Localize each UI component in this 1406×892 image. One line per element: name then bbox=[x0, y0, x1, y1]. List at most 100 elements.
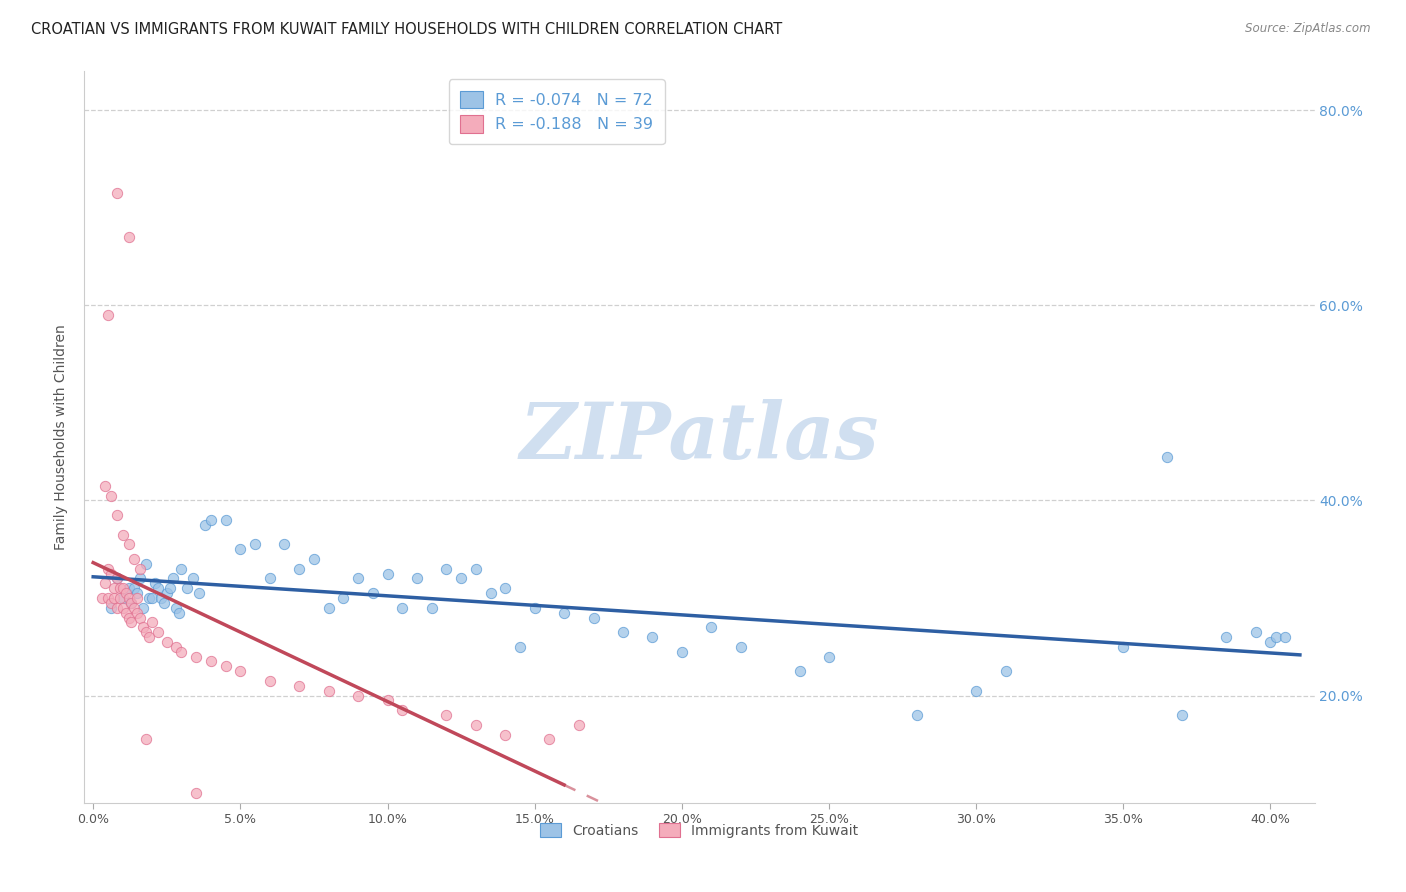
Point bbox=[135, 625, 157, 640]
Point bbox=[538, 732, 561, 747]
Point bbox=[641, 630, 664, 644]
Point bbox=[259, 572, 281, 586]
Text: Source: ZipAtlas.com: Source: ZipAtlas.com bbox=[1246, 22, 1371, 36]
Point bbox=[494, 581, 516, 595]
Point bbox=[141, 615, 163, 630]
Point bbox=[132, 600, 155, 615]
Point bbox=[129, 610, 152, 624]
Point bbox=[170, 562, 193, 576]
Point bbox=[105, 572, 128, 586]
Point bbox=[965, 683, 987, 698]
Point bbox=[1265, 630, 1288, 644]
Point bbox=[124, 600, 146, 615]
Point bbox=[181, 572, 204, 586]
Point bbox=[129, 572, 152, 586]
Point bbox=[377, 566, 399, 581]
Point bbox=[1156, 450, 1178, 464]
Point bbox=[1112, 640, 1135, 654]
Point bbox=[434, 708, 457, 723]
Point bbox=[127, 591, 149, 605]
Point bbox=[1171, 708, 1194, 723]
Point bbox=[124, 581, 146, 595]
Point bbox=[789, 664, 811, 678]
Point bbox=[94, 576, 117, 591]
Point bbox=[156, 635, 179, 649]
Point bbox=[146, 581, 169, 595]
Point bbox=[120, 596, 142, 610]
Point bbox=[259, 673, 281, 688]
Point bbox=[143, 576, 166, 591]
Legend: Croatians, Immigrants from Kuwait: Croatians, Immigrants from Kuwait bbox=[534, 817, 865, 844]
Point bbox=[127, 606, 149, 620]
Point bbox=[114, 606, 136, 620]
Point bbox=[117, 581, 139, 595]
Point bbox=[105, 186, 128, 201]
Point bbox=[132, 620, 155, 634]
Point bbox=[318, 600, 340, 615]
Point bbox=[194, 517, 217, 532]
Point bbox=[135, 557, 157, 571]
Point bbox=[434, 562, 457, 576]
Point bbox=[730, 640, 752, 654]
Point bbox=[176, 581, 198, 595]
Point bbox=[111, 600, 134, 615]
Point bbox=[347, 689, 370, 703]
Point bbox=[523, 600, 546, 615]
Y-axis label: Family Households with Children: Family Households with Children bbox=[55, 324, 69, 550]
Point bbox=[149, 591, 172, 605]
Text: CROATIAN VS IMMIGRANTS FROM KUWAIT FAMILY HOUSEHOLDS WITH CHILDREN CORRELATION C: CROATIAN VS IMMIGRANTS FROM KUWAIT FAMIL… bbox=[31, 22, 782, 37]
Point bbox=[105, 600, 128, 615]
Point bbox=[167, 606, 190, 620]
Point bbox=[162, 572, 184, 586]
Point bbox=[159, 581, 181, 595]
Point bbox=[229, 542, 252, 557]
Point bbox=[288, 562, 311, 576]
Point bbox=[186, 786, 208, 800]
Point bbox=[582, 610, 605, 624]
Point bbox=[103, 581, 125, 595]
Point bbox=[141, 591, 163, 605]
Point bbox=[156, 586, 179, 600]
Point bbox=[94, 479, 117, 493]
Point bbox=[111, 591, 134, 605]
Point bbox=[111, 527, 134, 541]
Point bbox=[97, 591, 120, 605]
Point bbox=[153, 596, 176, 610]
Point bbox=[700, 620, 723, 634]
Point bbox=[1274, 630, 1296, 644]
Point bbox=[464, 562, 486, 576]
Point bbox=[111, 581, 134, 595]
Point bbox=[165, 600, 187, 615]
Point bbox=[135, 732, 157, 747]
Point bbox=[229, 664, 252, 678]
Point bbox=[105, 508, 128, 522]
Point bbox=[124, 552, 146, 566]
Text: ZIPatlas: ZIPatlas bbox=[520, 399, 879, 475]
Point bbox=[214, 513, 236, 527]
Point bbox=[318, 683, 340, 698]
Point bbox=[200, 654, 222, 668]
Point bbox=[100, 489, 122, 503]
Point bbox=[188, 586, 211, 600]
Point bbox=[612, 625, 634, 640]
Point bbox=[117, 610, 139, 624]
Point bbox=[114, 586, 136, 600]
Point bbox=[568, 718, 591, 732]
Point bbox=[165, 640, 187, 654]
Point bbox=[347, 572, 370, 586]
Point bbox=[146, 625, 169, 640]
Point bbox=[91, 591, 114, 605]
Point bbox=[108, 581, 131, 595]
Point bbox=[671, 645, 693, 659]
Point bbox=[553, 606, 575, 620]
Point bbox=[420, 600, 443, 615]
Point bbox=[332, 591, 354, 605]
Point bbox=[288, 679, 311, 693]
Point bbox=[479, 586, 502, 600]
Point bbox=[361, 586, 384, 600]
Point bbox=[391, 600, 413, 615]
Point bbox=[97, 562, 120, 576]
Point bbox=[464, 718, 486, 732]
Point bbox=[377, 693, 399, 707]
Point bbox=[100, 596, 122, 610]
